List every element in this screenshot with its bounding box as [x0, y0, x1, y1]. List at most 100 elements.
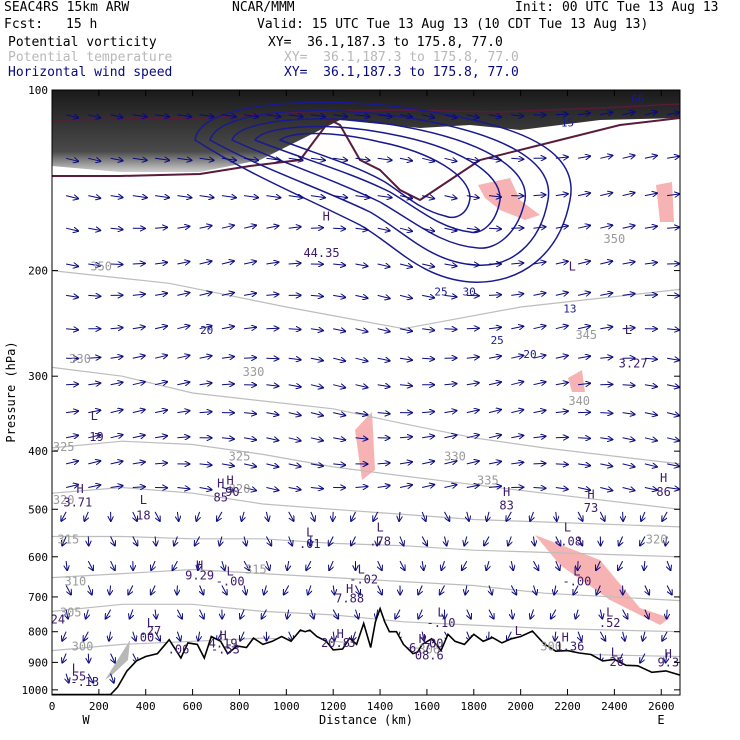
wind-vector-19 — [488, 115, 501, 117]
wind-vector-305 — [622, 438, 635, 441]
wind-vector-360 — [600, 488, 612, 491]
wind-vector-74 — [466, 196, 479, 198]
wind-vector-378 — [373, 511, 379, 521]
wind-vector-410 — [464, 536, 467, 546]
wind-vector-107 — [577, 225, 590, 228]
wind-vector-222 — [644, 358, 657, 359]
wind-vector-501 — [622, 609, 628, 619]
wind-vector-192 — [600, 327, 612, 329]
forecast-hour: 15 h — [66, 17, 98, 32]
y-tick-label-7: 800 — [28, 626, 48, 639]
wind-vector-116 — [155, 262, 167, 264]
wind-vector-453 — [177, 585, 178, 595]
wind-vector-29 — [88, 158, 100, 161]
wind-vector-204 — [244, 358, 256, 359]
wind-vector-401 — [265, 536, 271, 546]
wind-vector-98 — [377, 228, 390, 231]
wind-vector-384 — [506, 511, 512, 521]
wind-vector-269 — [444, 411, 457, 413]
pv-highlight-2 — [478, 178, 540, 220]
wind-vector-281 — [88, 435, 100, 438]
wind-vector-447 — [667, 560, 670, 570]
wind-vector-257 — [177, 411, 189, 413]
wind-vector-82 — [644, 193, 657, 195]
wind-vector-529 — [623, 631, 625, 641]
wind-vector-53 — [622, 155, 635, 158]
wind-vector-103 — [488, 228, 501, 229]
wind-vector-368 — [154, 511, 160, 521]
extremum-label-6: 19 — [89, 430, 103, 444]
wind-vector-236 — [333, 385, 345, 388]
theta-label-15: 345 — [575, 328, 597, 342]
wind-vector-46 — [466, 158, 479, 161]
extremum-label-38: -.10 — [427, 616, 456, 630]
wind-vector-233 — [266, 385, 278, 386]
wind-vector-99 — [399, 228, 412, 231]
wind-vector-405 — [351, 536, 356, 546]
wind-vector-292 — [333, 438, 345, 440]
wind-vector-299 — [488, 435, 501, 438]
wind-vector-165 — [622, 294, 635, 296]
wind-vector-42 — [377, 158, 392, 160]
wind-vector-60 — [155, 196, 169, 198]
wind-vector-428 — [243, 560, 249, 570]
y-tick-label-2: 300 — [28, 370, 48, 383]
wind-vector-59 — [132, 196, 147, 198]
x-axis-east-label: E — [657, 713, 664, 727]
terrain-surface-line — [52, 606, 680, 695]
wind-vector-83 — [667, 194, 679, 196]
wind-vector-125 — [355, 264, 368, 266]
wind-vector-451 — [128, 585, 134, 595]
extremum-label-39: L — [606, 606, 613, 620]
wind-vector-126 — [377, 264, 390, 267]
wind-vector-85 — [88, 228, 100, 230]
wind-speed-label-4: 25 — [491, 334, 504, 347]
wind-vector-334 — [644, 464, 657, 467]
pv-highlight-5 — [535, 535, 670, 625]
wind-vector-278 — [644, 413, 657, 416]
field-xy-pv: XY= 36.1,187.3 to 175.8, 77.0 — [268, 35, 503, 50]
wind-vector-375 — [311, 511, 315, 521]
x-tick-label-0: 0 — [49, 700, 56, 713]
wind-vector-75 — [488, 196, 501, 197]
wind-vector-238 — [377, 385, 390, 387]
wind-vector-288 — [244, 438, 256, 440]
wind-vector-398 — [195, 536, 201, 546]
extremum-label-1: 44.35 — [303, 246, 339, 260]
wind-vector-237 — [355, 385, 368, 388]
wind-vector-452 — [151, 585, 155, 595]
wind-speed-label-0: 20 — [200, 324, 213, 337]
field-xy-wind: XY= 36.1,187.3 to 175.8, 77.0 — [284, 65, 519, 80]
extremum-label-5: L — [91, 409, 98, 423]
wind-vector-341 — [177, 488, 189, 489]
wind-vector-561 — [87, 673, 93, 683]
wind-vector-114 — [110, 264, 123, 265]
wind-vector-376 — [333, 511, 334, 521]
wind-vector-4 — [155, 115, 169, 117]
wind-vector-234 — [288, 385, 301, 387]
wind-vector-24 — [600, 112, 612, 115]
wind-vector-162 — [555, 293, 568, 296]
wind-vector-93 — [266, 226, 278, 228]
extremum-label-48: .06 — [168, 643, 190, 657]
wind-vector-166 — [644, 295, 657, 296]
extremum-label-53: 6.7 — [409, 641, 431, 655]
wind-vector-349 — [355, 487, 368, 488]
extremum-label-15: H — [660, 471, 667, 485]
wind-vector-185 — [444, 329, 457, 330]
wind-speed-label-2: 30 — [462, 285, 475, 298]
wind-vector-534 — [111, 653, 115, 663]
wind-vector-170 — [110, 328, 123, 329]
wind-vector-390 — [641, 511, 645, 521]
wind-vector-295 — [399, 437, 412, 438]
wind-vector-450 — [110, 585, 111, 595]
extremum-label-41: L — [147, 616, 154, 630]
wind-vector-58 — [110, 196, 123, 198]
wind-vector-206 — [288, 358, 301, 360]
wind-vector-50 — [555, 157, 568, 158]
wind-vector-309 — [88, 461, 100, 464]
wind-vector-105 — [533, 227, 546, 228]
wind-vector-325 — [444, 461, 457, 464]
extremum-label-61: H — [665, 647, 672, 661]
extremum-label-49: H — [337, 627, 344, 641]
